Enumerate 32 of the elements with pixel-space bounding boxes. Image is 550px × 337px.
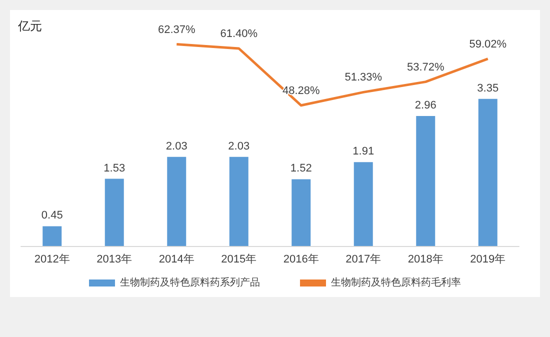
data-label: 51.33%	[344, 72, 382, 84]
x-tick-label: 2017年	[346, 254, 382, 266]
legend-label: 生物制药及特色原料药系列产品	[120, 276, 260, 288]
x-tick-label: 2019年	[470, 254, 506, 266]
data-label: 2.96	[414, 99, 436, 112]
text: 亿元	[17, 19, 42, 33]
bar	[478, 98, 498, 246]
data-label: 0.45	[41, 210, 63, 222]
x-tick-label: 2015年	[221, 254, 257, 266]
data-label: 61.40%	[220, 28, 258, 40]
bar	[42, 226, 62, 246]
data-label: 53.72%	[406, 61, 444, 74]
x-tick-label: 2018年	[408, 254, 444, 266]
data-label: 1.91	[352, 146, 374, 158]
data-label: 59.02%	[469, 38, 507, 50]
bar	[167, 156, 186, 246]
bar	[354, 162, 373, 246]
data-label: 1.53	[104, 162, 126, 174]
data-label: 2.03	[166, 140, 188, 152]
bar	[416, 116, 436, 246]
bar	[229, 156, 248, 246]
x-tick-label: 2016年	[283, 254, 319, 266]
legend-label: 生物制药及特色原料药毛利率	[331, 276, 461, 288]
x-tick-label: 2014年	[158, 254, 194, 266]
data-label: 3.35	[477, 82, 499, 94]
bar	[104, 178, 124, 246]
x-tick-label: 2012年	[34, 254, 70, 266]
data-label: 62.37%	[158, 24, 196, 36]
data-label: 1.52	[290, 162, 312, 175]
bar	[292, 179, 311, 246]
data-label: 2.03	[228, 140, 250, 152]
x-tick-label: 2013年	[96, 254, 132, 266]
